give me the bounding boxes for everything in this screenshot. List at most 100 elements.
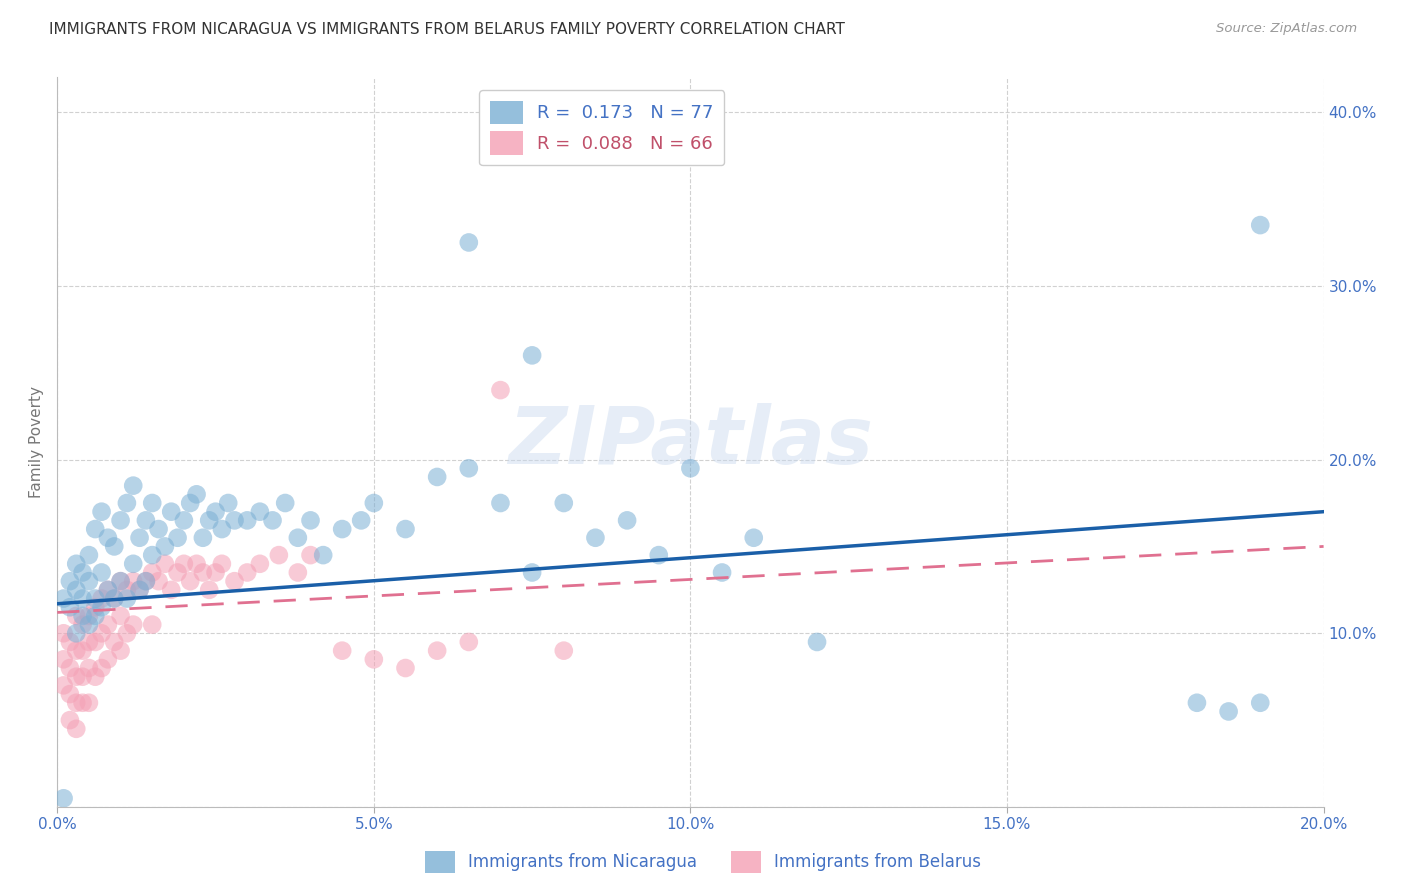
Point [489,383,512,397]
Point [191,531,214,545]
Point [153,540,176,554]
Point [1249,218,1271,232]
Point [457,635,479,649]
Point [90,505,112,519]
Point [249,557,271,571]
Point [84,591,107,606]
Point [110,608,132,623]
Point [77,548,100,562]
Point [236,513,259,527]
Point [141,496,163,510]
Point [65,670,87,684]
Point [84,522,107,536]
Point [186,487,208,501]
Point [84,600,107,615]
Point [198,582,221,597]
Point [179,496,201,510]
Point [166,531,188,545]
Point [65,557,87,571]
Point [711,566,734,580]
Point [128,582,150,597]
Point [679,461,702,475]
Text: ZIPatlas: ZIPatlas [508,403,873,481]
Point [426,643,449,657]
Point [72,591,94,606]
Point [72,608,94,623]
Point [65,696,87,710]
Point [236,566,259,580]
Point [648,548,671,562]
Point [84,635,107,649]
Point [299,513,322,527]
Point [103,540,125,554]
Point [115,626,138,640]
Point [204,505,226,519]
Point [52,652,75,666]
Point [457,461,479,475]
Point [110,574,132,589]
Point [59,635,82,649]
Point [59,713,82,727]
Text: IMMIGRANTS FROM NICARAGUA VS IMMIGRANTS FROM BELARUS FAMILY POVERTY CORRELATION : IMMIGRANTS FROM NICARAGUA VS IMMIGRANTS … [49,22,845,37]
Point [65,608,87,623]
Point [122,574,145,589]
Point [65,582,87,597]
Point [122,478,145,492]
Point [103,591,125,606]
Point [135,574,157,589]
Point [224,513,246,527]
Point [457,235,479,250]
Point [90,566,112,580]
Point [520,348,543,362]
Point [90,661,112,675]
Point [287,531,309,545]
Point [110,513,132,527]
Point [186,557,208,571]
Point [742,531,765,545]
Point [274,496,297,510]
Point [52,678,75,692]
Point [363,496,385,510]
Point [166,566,188,580]
Point [65,643,87,657]
Point [103,635,125,649]
Point [299,548,322,562]
Point [90,626,112,640]
Point [77,696,100,710]
Point [141,548,163,562]
Point [90,591,112,606]
Point [115,591,138,606]
Point [52,626,75,640]
Point [97,652,120,666]
Point [173,557,195,571]
Point [135,513,157,527]
Point [110,574,132,589]
Point [97,617,120,632]
Point [77,661,100,675]
Point [59,687,82,701]
Point [394,522,416,536]
Point [330,643,353,657]
Text: Source: ZipAtlas.com: Source: ZipAtlas.com [1216,22,1357,36]
Point [1249,696,1271,710]
Point [148,574,170,589]
Point [65,626,87,640]
Point [141,617,163,632]
Point [153,557,176,571]
Point [59,600,82,615]
Point [1218,705,1240,719]
Point [198,513,221,527]
Point [72,696,94,710]
Point [330,522,353,536]
Point [65,722,87,736]
Point [204,566,226,580]
Y-axis label: Family Poverty: Family Poverty [30,386,44,499]
Point [128,531,150,545]
Point [224,574,246,589]
Point [267,548,290,562]
Point [122,557,145,571]
Point [426,470,449,484]
Point [103,591,125,606]
Point [585,531,607,545]
Point [191,566,214,580]
